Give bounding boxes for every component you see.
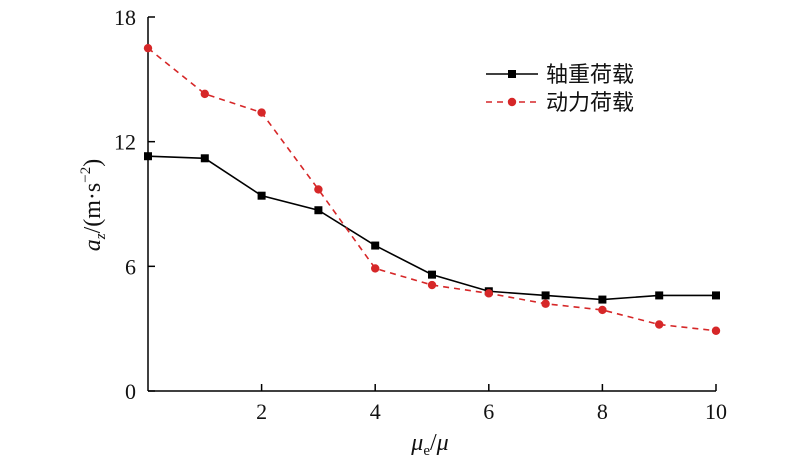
data-point [712, 291, 720, 300]
data-point [541, 299, 550, 308]
data-point [314, 206, 323, 215]
data-point [144, 152, 152, 161]
x-axis-label: μe/μ [410, 430, 448, 459]
y-tick-label: 18 [114, 5, 136, 30]
x-tick-label: 8 [597, 399, 608, 424]
tick-labels: 2 4 6 8 10 0 6 12 18 [114, 5, 727, 424]
data-point [655, 320, 664, 329]
data-point [598, 295, 607, 304]
data-point [655, 291, 664, 300]
data-point [484, 289, 493, 298]
data-point [541, 291, 550, 300]
legend-marker [508, 70, 516, 78]
legend-marker [507, 97, 517, 107]
legend-label-2: 动力荷载 [546, 91, 634, 116]
data-point [371, 264, 380, 273]
axes [147, 16, 717, 392]
x-tick-label: 10 [705, 399, 727, 424]
series-layer [143, 43, 721, 335]
data-point [427, 280, 437, 290]
data-point [200, 154, 209, 163]
data-point [314, 185, 323, 194]
series-line-2 [147, 47, 717, 332]
data-point [257, 108, 266, 117]
data-point [143, 43, 153, 53]
data-point [428, 270, 436, 279]
y-tick-label: 6 [125, 254, 136, 279]
data-point [371, 241, 380, 250]
y-tick-label: 0 [125, 379, 136, 404]
data-point [257, 191, 266, 200]
x-tick-label: 6 [483, 399, 494, 424]
data-point [711, 326, 721, 335]
x-tick-label: 4 [370, 399, 381, 424]
x-tick-label: 2 [256, 399, 267, 424]
data-point [598, 305, 607, 315]
y-tick-label: 12 [114, 130, 136, 155]
legend-label-1: 轴重荷载 [546, 63, 634, 88]
y-axis-label: az/(m·s−2) [78, 159, 109, 251]
data-point [200, 89, 209, 99]
